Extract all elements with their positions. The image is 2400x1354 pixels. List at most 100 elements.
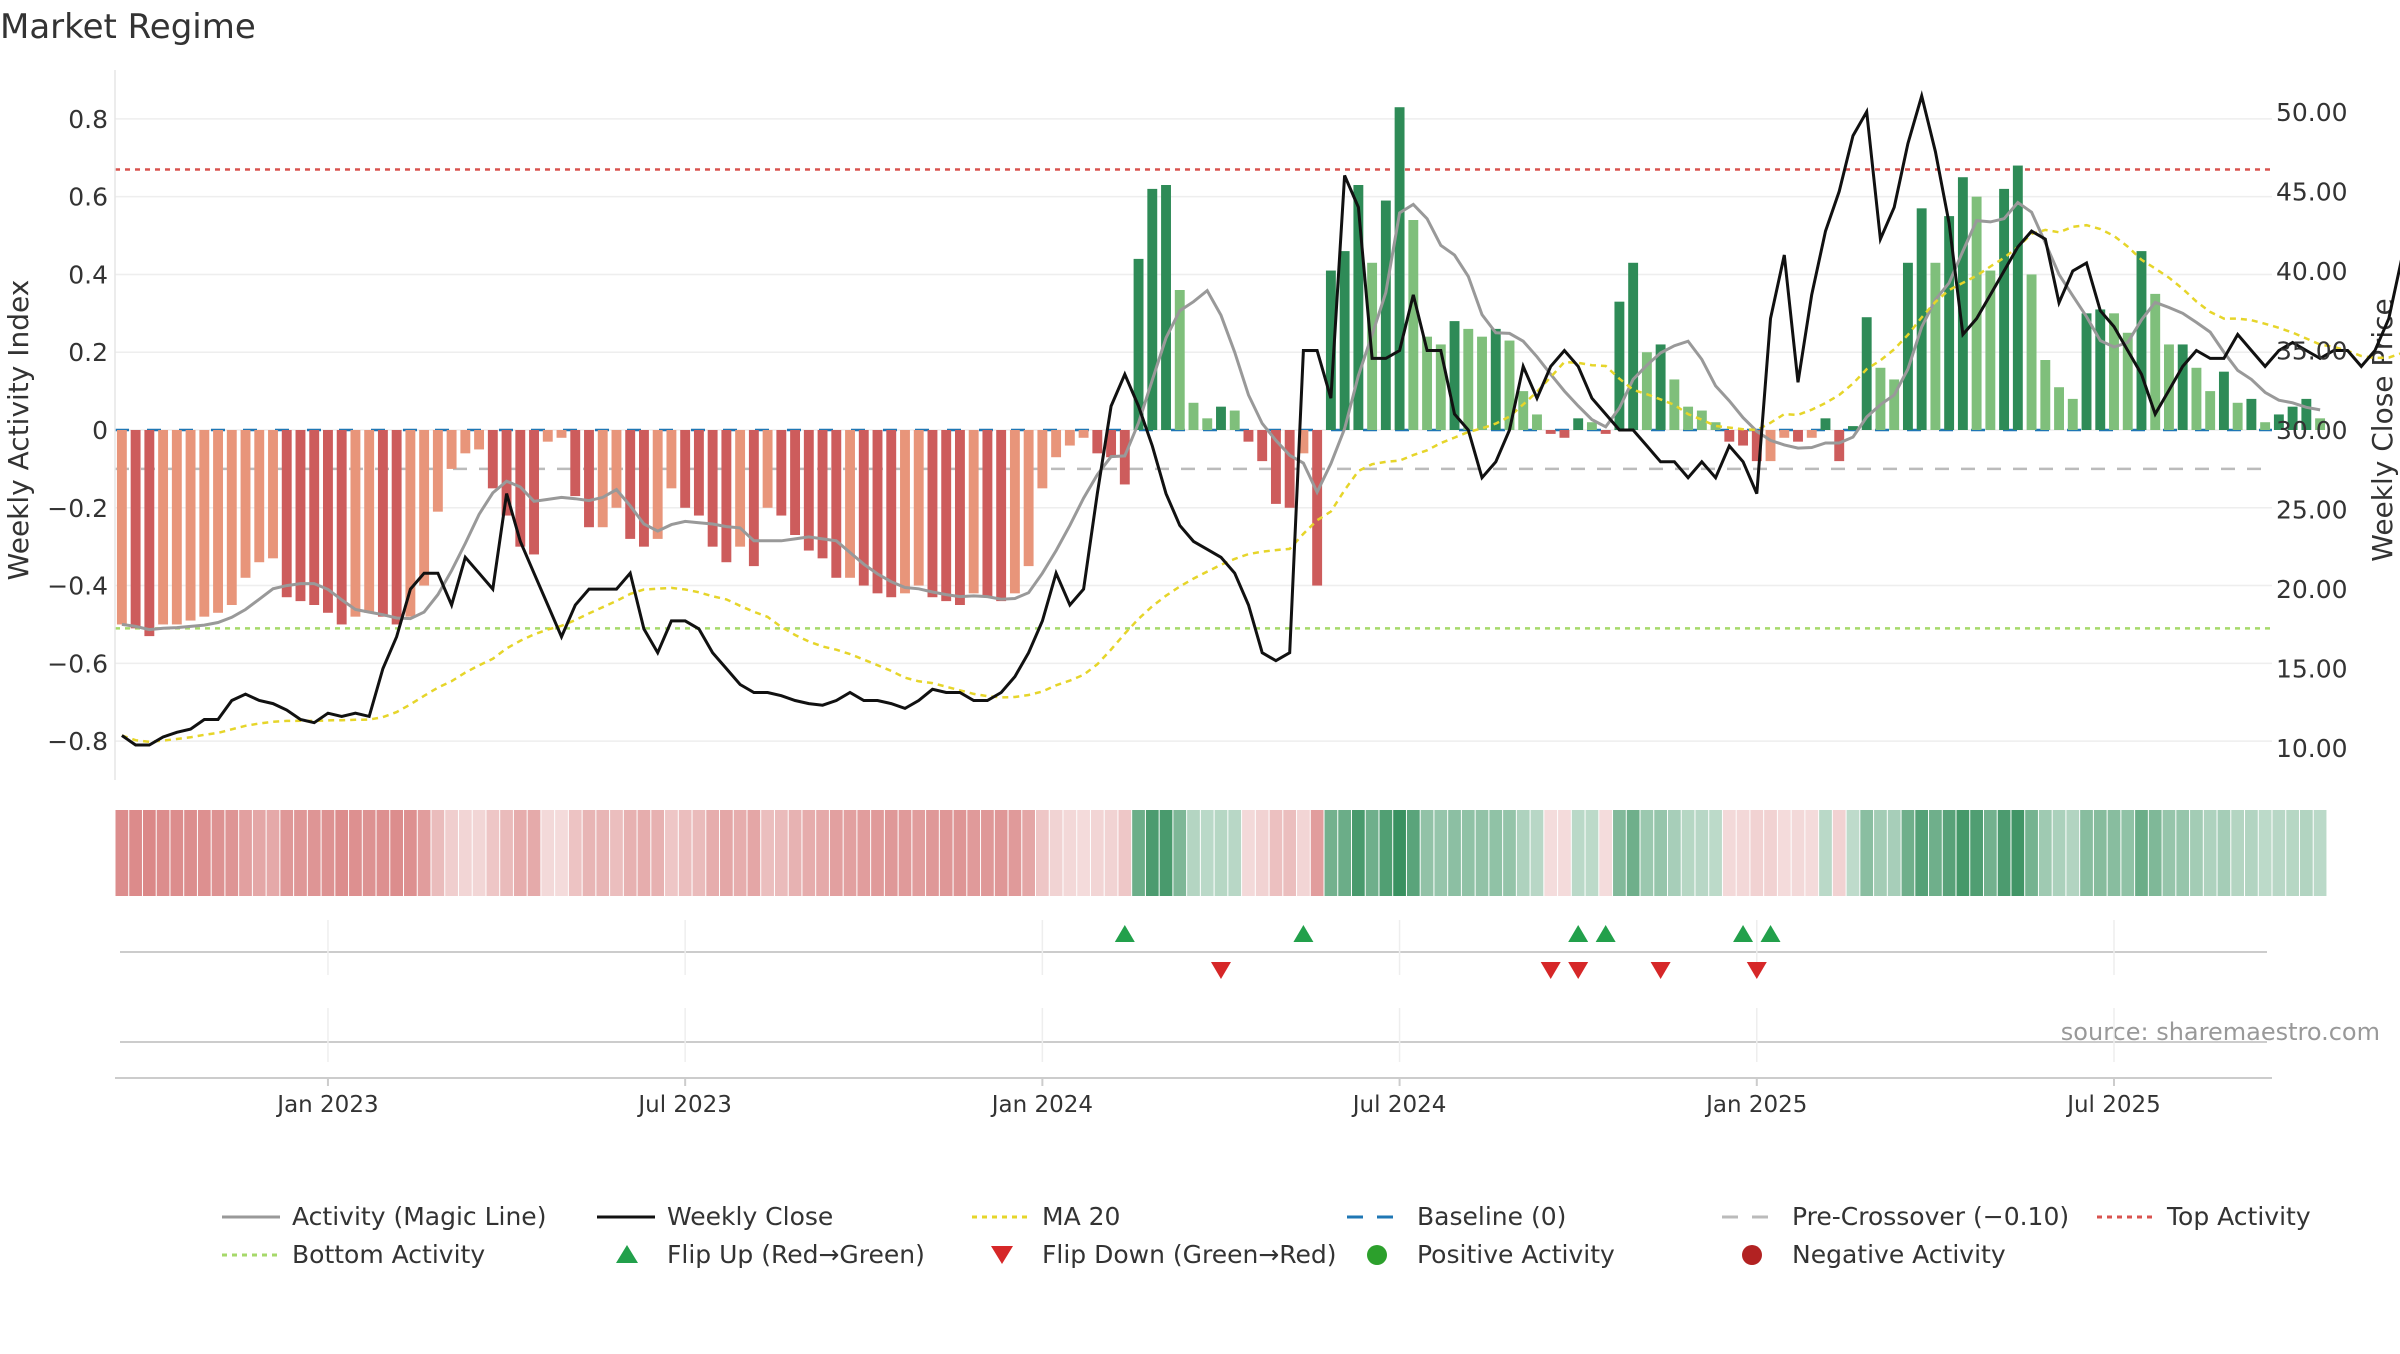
regime-strip-cell: [2107, 810, 2121, 896]
activity-bar: [954, 430, 965, 605]
regime-strip-cell: [2093, 810, 2107, 896]
activity-bar: [1600, 430, 1611, 434]
activity-bar: [1738, 430, 1749, 446]
activity-bar: [542, 430, 553, 442]
regime-strip-cell: [1351, 810, 1365, 896]
regime-strip-cell: [1173, 810, 1187, 896]
legend-label-4: Pre-Crossover (−0.10): [1792, 1202, 2069, 1231]
activity-bar: [1944, 216, 1955, 430]
regime-strip-cell: [472, 810, 486, 896]
regime-strip-cell: [2190, 810, 2203, 896]
regime-strip-cell: [637, 810, 651, 896]
y-left-tick-label: 0.6: [68, 183, 108, 212]
activity-bar: [748, 430, 759, 567]
activity-bar: [1806, 430, 1817, 438]
regime-strip-cell: [1475, 810, 1489, 896]
flip-up-marker: [1595, 925, 1616, 942]
activity-bar: [364, 430, 375, 613]
legend-label-5: Top Activity: [2166, 1202, 2311, 1231]
activity-bar: [1559, 430, 1570, 438]
activity-bar: [1793, 430, 1803, 442]
activity-bar: [1161, 185, 1171, 430]
regime-strip-cell: [1118, 810, 1132, 896]
activity-bar: [735, 430, 746, 547]
regime-strip-cell: [1461, 810, 1475, 896]
regime-strip-cell: [1393, 810, 1406, 896]
y-right-tick-label: 45.00: [2276, 177, 2348, 206]
regime-strip-cell: [115, 810, 129, 896]
flip-up-marker: [1293, 925, 1314, 942]
activity-bar: [501, 430, 512, 516]
activity-bar: [2273, 414, 2284, 430]
activity-bar: [350, 430, 361, 617]
activity-bar: [1009, 430, 1020, 594]
regime-strip-cell: [720, 810, 733, 896]
activity-bar: [405, 430, 416, 617]
regime-strip-cell: [788, 810, 802, 896]
activity-bar: [1861, 317, 1872, 430]
regime-strip-cell: [294, 810, 307, 896]
activity-bar: [625, 430, 636, 539]
activity-bar: [240, 430, 251, 578]
regime-strip-cell: [2217, 810, 2231, 896]
regime-strip-cell: [142, 810, 156, 896]
regime-strip-cell: [1571, 810, 1585, 896]
activity-bar: [1724, 430, 1735, 442]
regime-strip-cell: [2286, 810, 2299, 896]
activity-bar: [158, 430, 169, 625]
activity-bar: [2067, 398, 2078, 430]
regime-strip-cell: [1585, 810, 1599, 896]
activity-bar: [913, 430, 924, 586]
regime-strip-cell: [1022, 810, 1036, 896]
activity-bar: [1848, 426, 1858, 430]
activity-bar: [171, 430, 182, 625]
activity-bar: [1408, 220, 1419, 430]
regime-strip-cell: [1228, 810, 1242, 896]
activity-bar: [584, 430, 594, 528]
x-tick-label: Jan 2025: [1704, 1092, 1807, 1118]
regime-strip-cell: [1997, 810, 2011, 896]
activity-bar: [2026, 274, 2037, 430]
regime-strip-cell: [1791, 810, 1805, 896]
activity-bar: [900, 430, 910, 594]
activity-bar: [130, 430, 141, 629]
activity-bar: [1902, 262, 1913, 430]
regime-strip-cell: [1063, 810, 1077, 896]
y-right-tick-label: 20.00: [2276, 575, 2348, 604]
regime-strip-cell: [747, 810, 761, 896]
regime-strip-cell: [1681, 810, 1695, 896]
legend-swatch-7: [616, 1245, 638, 1263]
activity-bar: [1751, 430, 1762, 462]
activity-bar: [1957, 177, 1968, 430]
regime-strip-cell: [2176, 810, 2190, 896]
legend-label-10: Negative Activity: [1792, 1240, 2006, 1269]
regime-strip-cell: [994, 810, 1008, 896]
activity-bar: [226, 430, 237, 605]
regime-strip-cell: [871, 810, 884, 896]
regime-strip-cell: [912, 810, 926, 896]
regime-strip-cell: [1613, 810, 1626, 896]
activity-bar: [1477, 336, 1487, 430]
regime-strip-cell: [1887, 810, 1901, 896]
activity-bar: [803, 430, 814, 551]
activity-bar: [2315, 418, 2326, 430]
activity-bar: [1628, 262, 1639, 430]
regime-strip-cell: [1667, 810, 1681, 896]
regime-strip-cell: [2258, 810, 2272, 896]
regime-strip-cell: [1090, 810, 1104, 896]
activity-bar: [1051, 430, 1062, 458]
activity-bar: [1999, 188, 2010, 430]
activity-bar: [652, 430, 663, 539]
regime-strip-cell: [651, 810, 665, 896]
activity-bar: [1779, 430, 1790, 438]
regime-strip-cell: [582, 810, 596, 896]
ma20-line: [121, 223, 2400, 744]
regime-strip-cell: [1489, 810, 1503, 896]
regime-strip-cell: [774, 810, 788, 896]
activity-bar: [1037, 430, 1048, 489]
activity-bar: [570, 430, 581, 497]
regime-strip-cell: [2052, 810, 2066, 896]
y-right-tick-label: 50.00: [2276, 98, 2348, 127]
regime-strip-cell: [2011, 810, 2025, 896]
regime-strip-cell: [431, 810, 445, 896]
